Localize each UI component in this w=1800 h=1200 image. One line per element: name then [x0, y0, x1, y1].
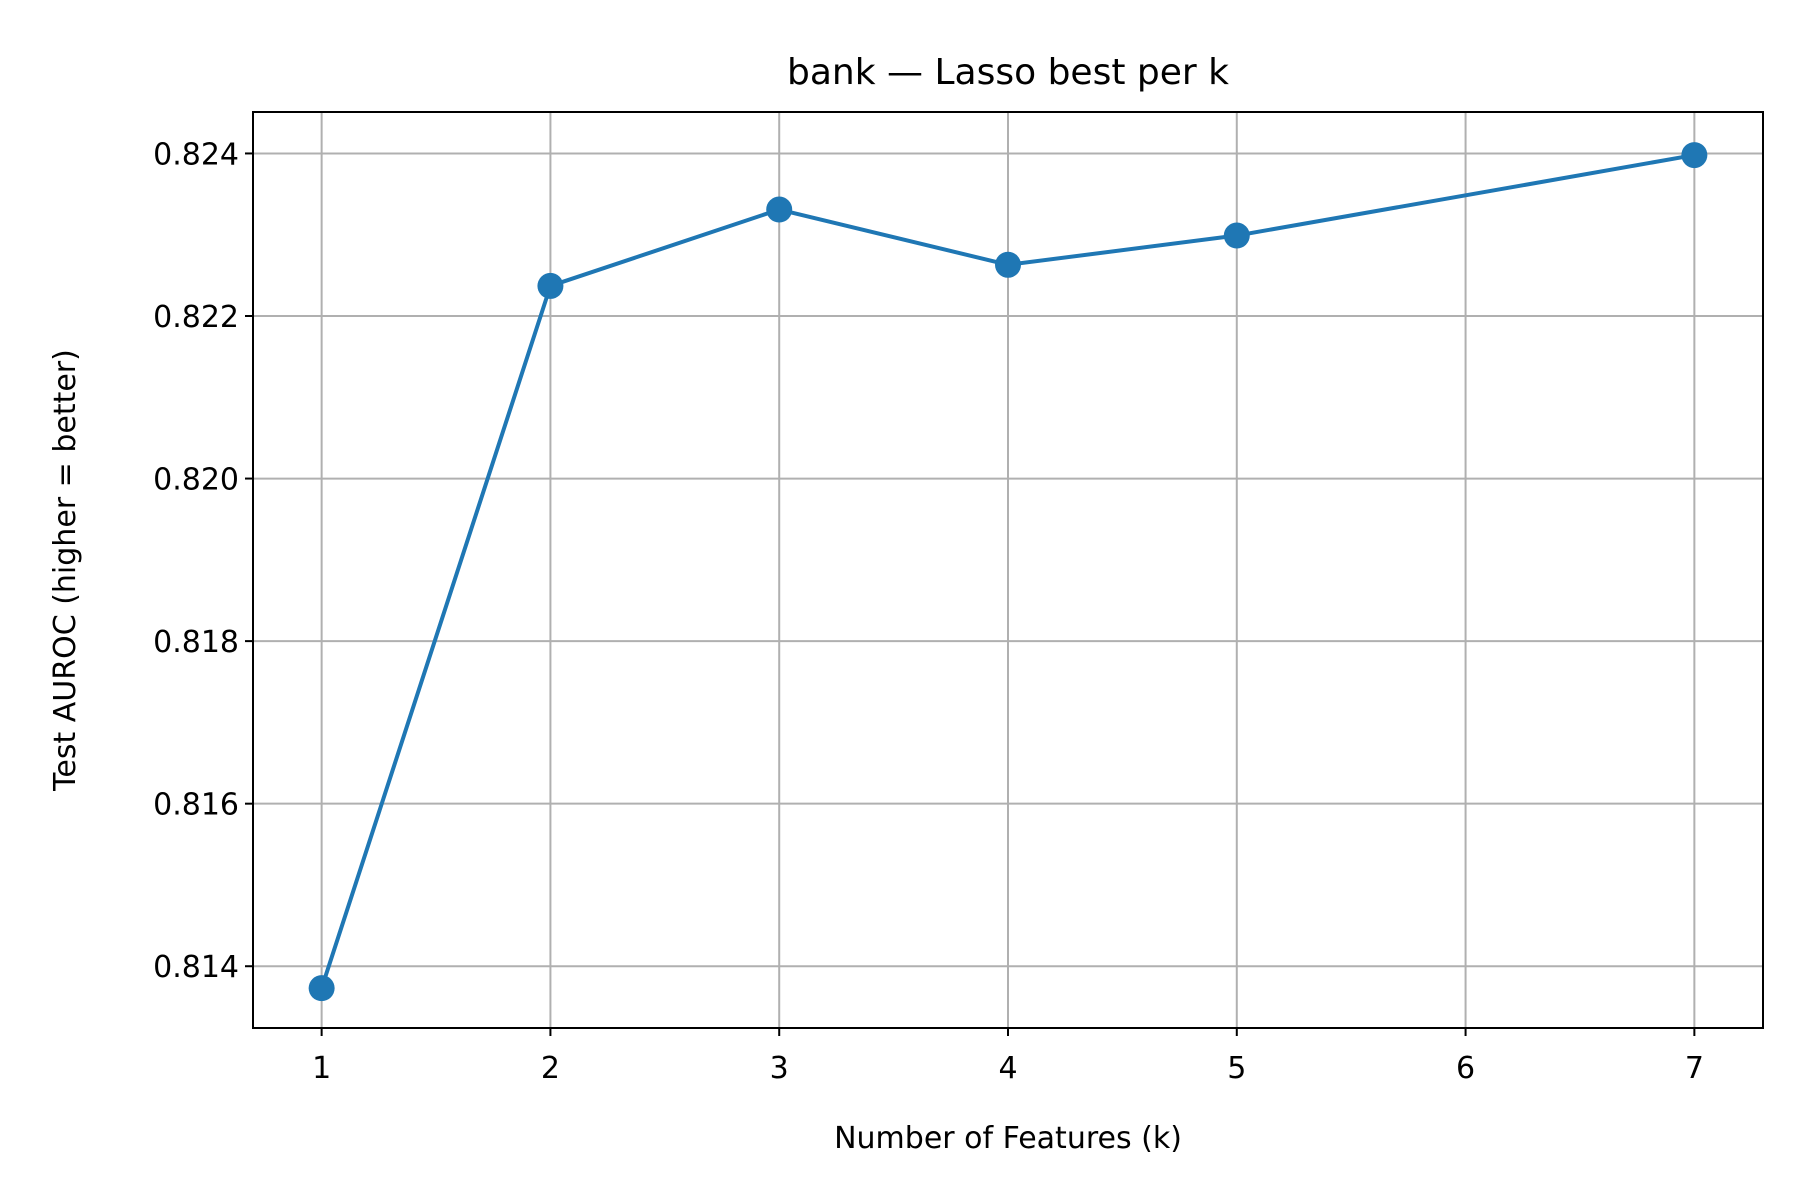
- y-tick-label: 0.814: [153, 950, 239, 985]
- y-tick-label: 0.816: [153, 788, 239, 823]
- data-point: [766, 196, 793, 223]
- x-tick-label: 4: [998, 1051, 1017, 1086]
- x-tick-label: 7: [1685, 1051, 1704, 1086]
- x-tick-label: 2: [541, 1051, 560, 1086]
- y-tick-label: 0.820: [153, 463, 239, 498]
- y-tick-label: 0.824: [153, 137, 239, 172]
- data-point: [537, 272, 564, 299]
- y-tick-label: 0.818: [153, 625, 239, 660]
- y-axis-label: Test AUROC (higher = better): [48, 349, 83, 792]
- ticks: 1 2 3 4 5 6 7 0.814 0.816 0.818 0.820 0.822 0.824: [153, 137, 1704, 1086]
- data-point: [995, 251, 1021, 278]
- series-layer: [308, 142, 1708, 1002]
- data-point: [1223, 222, 1250, 249]
- x-axis-label: Number of Features (k): [834, 1121, 1182, 1156]
- data-point: [1681, 142, 1708, 169]
- y-tick-label: 0.822: [153, 300, 239, 335]
- x-tick-label: 6: [1456, 1051, 1475, 1086]
- x-tick-label: 1: [312, 1051, 331, 1086]
- chart-title: bank — Lasso best per k: [787, 52, 1229, 93]
- data-point: [308, 975, 335, 1002]
- grid: [253, 112, 1763, 1028]
- x-tick-label: 3: [770, 1051, 789, 1086]
- series-line: [319, 153, 1697, 991]
- x-tick-label: 5: [1227, 1051, 1246, 1086]
